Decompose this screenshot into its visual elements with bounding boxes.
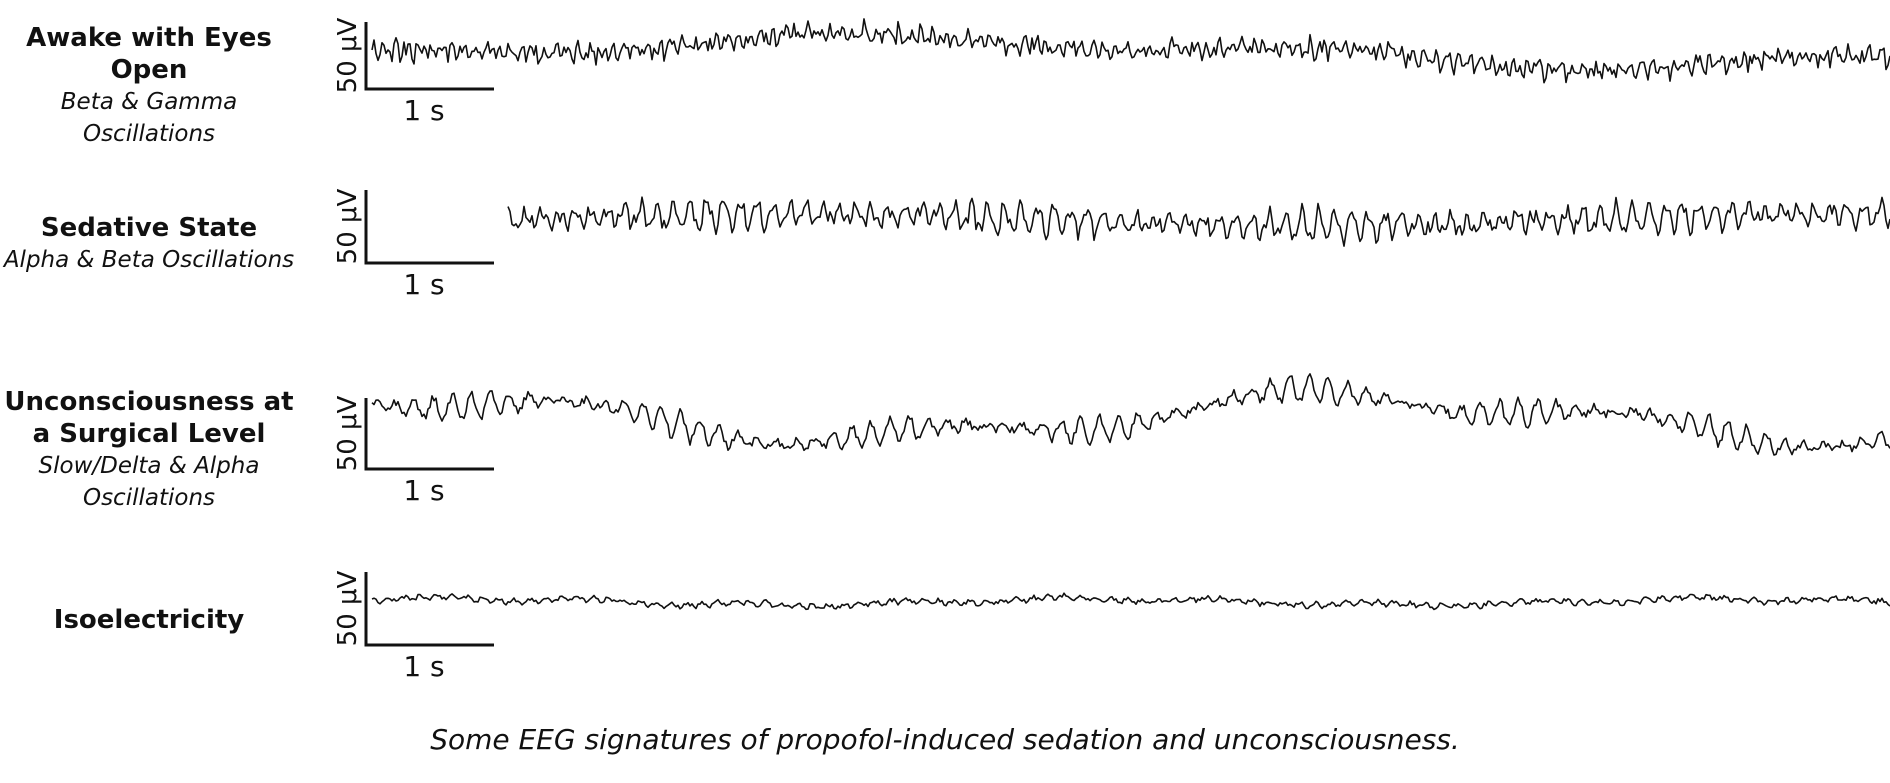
scale-bar-isoelectric — [364, 572, 494, 647]
eeg-trace-unconscious — [371, 373, 1890, 456]
eeg-trace-isoelectric — [371, 592, 1890, 611]
eeg-trace-awake — [371, 18, 1890, 84]
state-title-awake: Awake with Eyes Open — [26, 23, 272, 85]
eeg-trace-sedative — [507, 196, 1890, 247]
row-label-awake: Awake with Eyes Open Beta & Gamma Oscill… — [0, 22, 299, 150]
row-label-sedative: Sedative State Alpha & Beta Oscillations — [0, 212, 299, 276]
scale-amplitude-label-isoelectric: 50 μV — [333, 570, 363, 646]
eeg-row-isoelectric: 50 μV 1 s — [333, 570, 1890, 683]
eeg-row-sedative: 50 μV 1 s — [333, 188, 1890, 301]
row-label-isoelectric: Isoelectricity — [0, 604, 299, 636]
row-label-unconscious: Unconsciousness at a Surgical Level Slow… — [0, 386, 299, 514]
state-desc-unconscious: Slow/Delta & Alpha Oscillations — [38, 453, 260, 511]
scale-bar-unconscious — [364, 398, 494, 471]
scale-amplitude-label-sedative: 50 μV — [333, 188, 363, 264]
scale-time-label-sedative: 1 s — [403, 268, 444, 301]
state-desc-sedative: Alpha & Beta Oscillations — [3, 247, 295, 273]
scale-time-label-unconscious: 1 s — [403, 474, 444, 507]
state-title-unconscious: Unconsciousness at a Surgical Level — [4, 387, 294, 449]
scale-bar-awake — [364, 22, 494, 91]
scale-time-label-isoelectric: 1 s — [403, 650, 444, 683]
scale-amplitude-label-unconscious: 50 μV — [333, 395, 363, 471]
state-title-isoelectric: Isoelectricity — [53, 605, 245, 635]
eeg-row-awake: 50 μV 1 s — [333, 17, 1890, 127]
state-title-sedative: Sedative State — [40, 213, 258, 243]
figure-caption: Some EEG signatures of propofol-induced … — [430, 723, 1460, 756]
scale-bar-sedative — [364, 190, 494, 265]
scale-time-label-awake: 1 s — [403, 94, 444, 127]
scale-amplitude-label-awake: 50 μV — [333, 17, 363, 93]
state-desc-awake: Beta & Gamma Oscillations — [60, 89, 238, 147]
eeg-row-unconscious: 50 μV 1 s — [333, 373, 1890, 507]
